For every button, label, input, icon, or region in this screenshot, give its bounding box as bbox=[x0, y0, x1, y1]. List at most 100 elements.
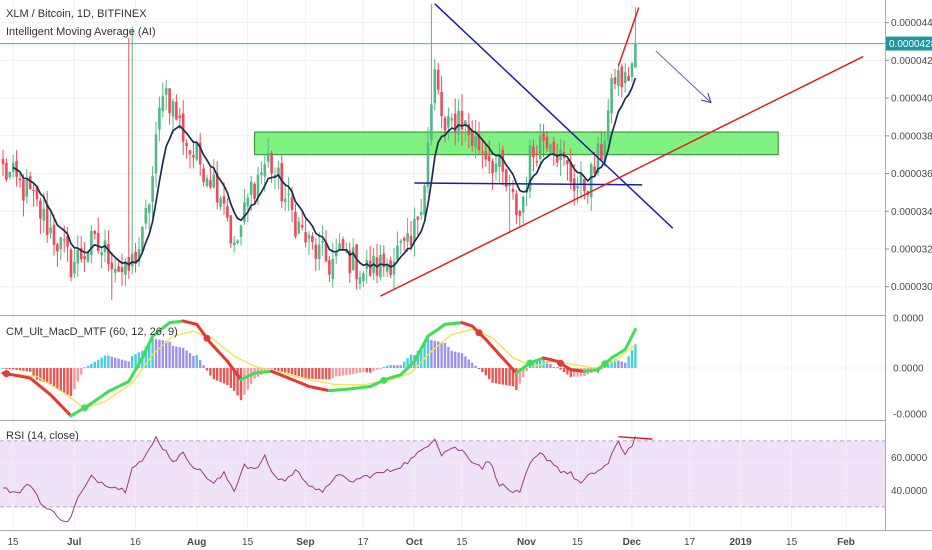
price-axis-label: 0.00004200 bbox=[891, 56, 932, 67]
current-price-label: 0.00004289 bbox=[889, 39, 932, 50]
macd-histogram-bar bbox=[569, 368, 572, 377]
macd-histogram-bar bbox=[120, 359, 124, 368]
macd-histogram-bar bbox=[433, 340, 436, 368]
candle-body bbox=[447, 115, 450, 128]
macd-histogram-bar bbox=[178, 347, 181, 368]
macd-histogram-bar bbox=[379, 368, 382, 369]
time-axis-label: 17 bbox=[358, 537, 370, 548]
candle-body bbox=[25, 179, 29, 197]
macd-histogram-bar bbox=[18, 368, 22, 371]
macd-histogram-bar bbox=[46, 368, 49, 383]
candles-layer bbox=[1, 3, 637, 300]
macd-histogram-bar bbox=[450, 350, 453, 368]
candle-body bbox=[260, 172, 263, 175]
time-axis-label: 16 bbox=[130, 537, 142, 548]
support-zone bbox=[254, 131, 779, 156]
macd-histogram-bar bbox=[423, 342, 426, 368]
candle-body bbox=[430, 104, 433, 141]
macd-histogram-bar bbox=[216, 368, 219, 381]
candle-body bbox=[321, 240, 324, 243]
macd-histogram-bar bbox=[301, 368, 304, 377]
rsi-axis-label: 40.0000 bbox=[891, 486, 928, 497]
candle-body bbox=[137, 249, 141, 263]
projection-arrow bbox=[655, 50, 710, 102]
macd-histogram-bar bbox=[630, 350, 634, 368]
candle-body bbox=[606, 110, 610, 141]
macd-histogram-bar bbox=[566, 368, 569, 375]
candle-body bbox=[73, 261, 76, 274]
macd-histogram-bar bbox=[525, 368, 528, 372]
candle-body bbox=[141, 226, 144, 252]
candle-body bbox=[498, 153, 501, 168]
candle-body bbox=[494, 163, 498, 172]
macd-histogram-bar bbox=[107, 355, 110, 368]
macd-histogram-bar bbox=[314, 368, 317, 379]
rsi-band-fill bbox=[0, 440, 885, 507]
macd-histogram-bar bbox=[634, 343, 637, 368]
price-axis-label: 0.00003200 bbox=[891, 244, 932, 255]
time-axis-background bbox=[0, 531, 932, 550]
candle-body bbox=[83, 256, 86, 259]
macd-cross-down-dot bbox=[2, 370, 10, 378]
macd-histogram-bar bbox=[226, 368, 229, 385]
candle-body bbox=[161, 96, 165, 112]
macd-histogram-bar bbox=[522, 368, 525, 378]
macd-histogram-bar bbox=[338, 368, 341, 377]
candle-body bbox=[158, 107, 161, 130]
candle-body bbox=[294, 212, 297, 237]
candle-body bbox=[436, 69, 440, 90]
candle-body bbox=[406, 233, 409, 242]
macd-histogram-bar bbox=[161, 340, 164, 368]
macd-histogram-bar bbox=[403, 361, 406, 368]
candle-body bbox=[273, 175, 277, 177]
macd-histogram-bar bbox=[8, 368, 11, 369]
macd-title: CM_Ult_MacD_MTF (60, 12, 26, 9) bbox=[6, 326, 178, 338]
macd-histogram-bar bbox=[396, 365, 399, 368]
candle-body bbox=[579, 174, 583, 185]
candle-body bbox=[379, 254, 382, 278]
time-axis-label: 15 bbox=[786, 537, 798, 548]
macd-histogram-bar bbox=[539, 359, 542, 368]
red-trendline bbox=[380, 55, 864, 297]
macd-histogram-bar bbox=[93, 361, 96, 368]
macd-histogram-bar bbox=[32, 368, 35, 376]
macd-histogram-bar bbox=[532, 360, 535, 368]
macd-histogram-bar bbox=[76, 368, 79, 382]
macd-histogram-bar bbox=[328, 368, 331, 380]
candle-body bbox=[164, 88, 168, 95]
candle-body bbox=[28, 176, 32, 190]
candle-body bbox=[134, 251, 137, 264]
macd-histogram-bar bbox=[39, 368, 42, 381]
macd-histogram-bar bbox=[35, 368, 39, 380]
macd-axis-label: -0.0000 bbox=[893, 410, 927, 421]
candle-body bbox=[297, 221, 301, 234]
macd-histogram-bar bbox=[420, 346, 423, 368]
rsi-title: RSI (14, close) bbox=[6, 430, 79, 442]
macd-histogram-bar bbox=[243, 368, 246, 395]
candle-body bbox=[290, 197, 294, 211]
macd-histogram-bar bbox=[42, 368, 45, 382]
candle-body bbox=[593, 166, 596, 174]
macd-histogram-bar bbox=[369, 368, 372, 373]
macd-histogram-bar bbox=[389, 364, 392, 368]
candle-body bbox=[243, 202, 246, 222]
macd-histogram-bar bbox=[454, 351, 457, 368]
macd-histogram-bar bbox=[399, 365, 402, 368]
candle-body bbox=[416, 216, 420, 220]
candle-body bbox=[5, 162, 8, 180]
candle-body bbox=[222, 196, 226, 204]
candle-body bbox=[96, 232, 100, 251]
macd-histogram-bar bbox=[437, 341, 440, 368]
candle-body bbox=[566, 160, 569, 165]
candle-body bbox=[270, 153, 273, 174]
macd-histogram-bar bbox=[22, 368, 25, 371]
macd-histogram-bar bbox=[545, 361, 549, 368]
candle-body bbox=[226, 206, 229, 218]
candle-body bbox=[521, 196, 525, 213]
candle-body bbox=[508, 185, 511, 187]
red-trendline bbox=[617, 7, 640, 67]
macd-histogram-bar bbox=[199, 360, 202, 368]
macd-histogram-bar bbox=[188, 353, 192, 368]
candle-body bbox=[147, 204, 151, 213]
